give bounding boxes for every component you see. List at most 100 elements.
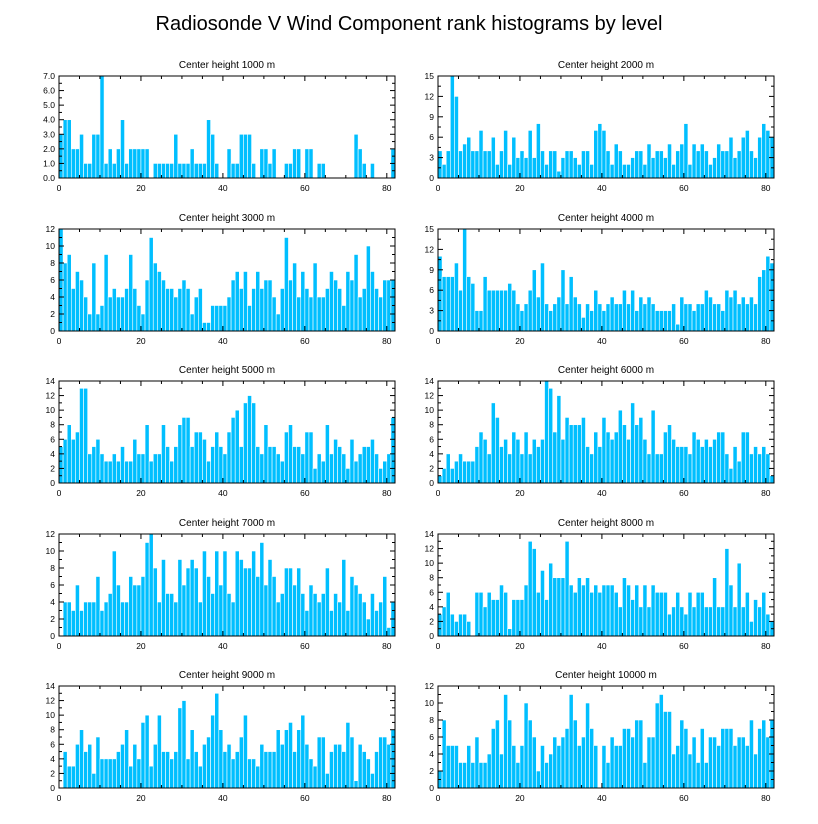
bar <box>366 758 371 789</box>
bar <box>255 271 261 332</box>
x-tick-label: 40 <box>597 183 607 193</box>
bar <box>374 288 379 332</box>
bar <box>136 453 142 484</box>
bar <box>462 762 467 789</box>
bar <box>675 745 681 789</box>
bar <box>95 438 101 484</box>
bar <box>749 296 754 332</box>
bar <box>161 751 166 789</box>
bar <box>222 453 228 484</box>
bar <box>646 606 652 637</box>
bar <box>206 736 211 789</box>
bar <box>585 702 590 789</box>
bar <box>193 296 199 332</box>
x-tick-label: 20 <box>515 336 525 346</box>
bar <box>99 610 105 637</box>
bar <box>263 424 269 484</box>
y-tick-label: 9 <box>429 265 434 275</box>
bar <box>667 143 672 179</box>
bar <box>499 584 504 637</box>
bar <box>386 627 392 637</box>
panel-title: Center height 5000 m <box>179 365 275 376</box>
y-tick-label: 10 <box>46 405 56 415</box>
bar <box>507 453 513 484</box>
bar <box>161 559 166 637</box>
bar <box>515 438 521 484</box>
bar <box>622 424 627 484</box>
bar <box>683 613 689 637</box>
bar <box>333 593 338 637</box>
bar <box>527 130 533 179</box>
bar <box>382 736 388 789</box>
bar <box>577 577 582 637</box>
x-tick-label: 0 <box>436 336 441 346</box>
bar <box>581 417 586 484</box>
bar <box>642 584 648 637</box>
bar <box>462 460 467 484</box>
bar <box>540 438 545 484</box>
bar <box>144 424 150 484</box>
bar <box>478 130 484 179</box>
bar <box>279 460 285 484</box>
bar <box>503 694 508 789</box>
bar <box>116 148 121 179</box>
bar <box>552 577 558 637</box>
bar <box>202 743 207 789</box>
bar <box>152 453 158 484</box>
bar <box>140 453 146 484</box>
bar <box>144 714 150 789</box>
panel-4: Center height 4000 m 0 20 40 60 80 0 3 6 9 12 15 <box>425 213 775 346</box>
bar <box>111 453 117 484</box>
bar <box>523 157 529 179</box>
bar <box>704 606 709 637</box>
bar <box>288 722 293 789</box>
bar <box>597 446 603 484</box>
bar <box>593 584 599 637</box>
x-tick-label: 20 <box>136 793 146 803</box>
bar <box>699 446 705 484</box>
bar <box>263 584 269 637</box>
bar <box>202 438 207 484</box>
bar <box>708 446 713 484</box>
bar <box>292 446 297 484</box>
bar <box>601 417 607 484</box>
bar <box>474 591 480 637</box>
bar <box>70 438 76 484</box>
bar <box>499 446 504 484</box>
bar <box>349 279 355 332</box>
bar <box>761 591 767 637</box>
bar <box>663 310 668 332</box>
bar <box>111 288 117 332</box>
bar <box>103 460 109 484</box>
bar <box>304 431 310 484</box>
bar <box>605 762 611 789</box>
bar <box>259 743 265 789</box>
bar <box>503 130 508 179</box>
bar <box>243 271 248 332</box>
bar <box>189 559 195 637</box>
bar <box>765 255 771 332</box>
bar <box>449 613 455 637</box>
bar <box>445 276 451 332</box>
bar <box>560 269 566 332</box>
bar <box>353 254 359 332</box>
bar <box>214 550 220 637</box>
bar <box>745 130 750 179</box>
y-tick-label: 0 <box>50 478 55 488</box>
y-tick-label: 7.0 <box>43 71 55 81</box>
bar <box>708 736 713 789</box>
bar <box>691 736 697 789</box>
bar <box>663 431 668 484</box>
bar <box>585 150 590 179</box>
bar <box>83 163 88 179</box>
bar <box>136 584 142 637</box>
y-tick-label: 4 <box>429 602 434 612</box>
bar <box>441 164 447 179</box>
bar <box>165 446 170 484</box>
bar <box>222 550 228 637</box>
bar <box>91 446 97 484</box>
bar <box>357 148 363 179</box>
y-tick-label: 4 <box>50 754 55 764</box>
bar <box>617 303 623 332</box>
bar <box>458 613 463 637</box>
